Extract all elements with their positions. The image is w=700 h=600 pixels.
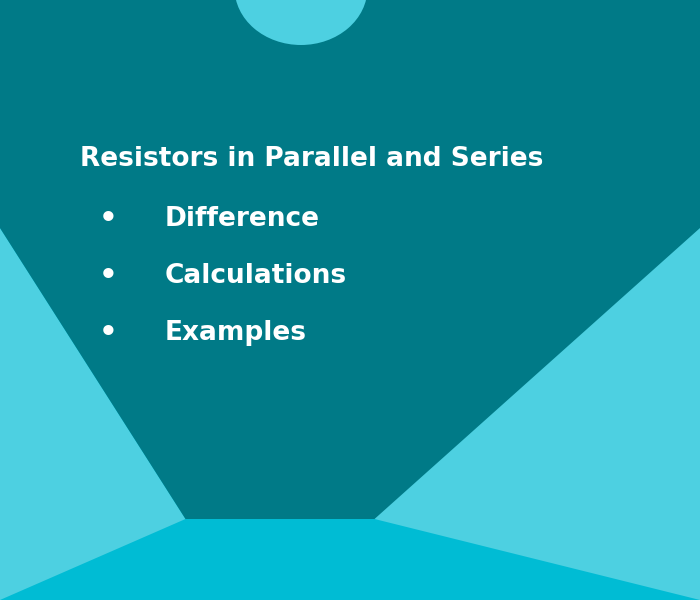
Text: Difference: Difference	[164, 206, 319, 232]
Polygon shape	[0, 0, 700, 519]
Text: •: •	[99, 262, 118, 290]
Text: Examples: Examples	[164, 320, 307, 346]
Text: Resistors in Parallel and Series: Resistors in Parallel and Series	[80, 146, 544, 172]
Polygon shape	[0, 228, 186, 600]
Text: •: •	[99, 205, 118, 233]
Polygon shape	[374, 0, 700, 600]
Text: •: •	[99, 319, 118, 347]
Circle shape	[234, 0, 368, 45]
Text: Calculations: Calculations	[164, 263, 346, 289]
